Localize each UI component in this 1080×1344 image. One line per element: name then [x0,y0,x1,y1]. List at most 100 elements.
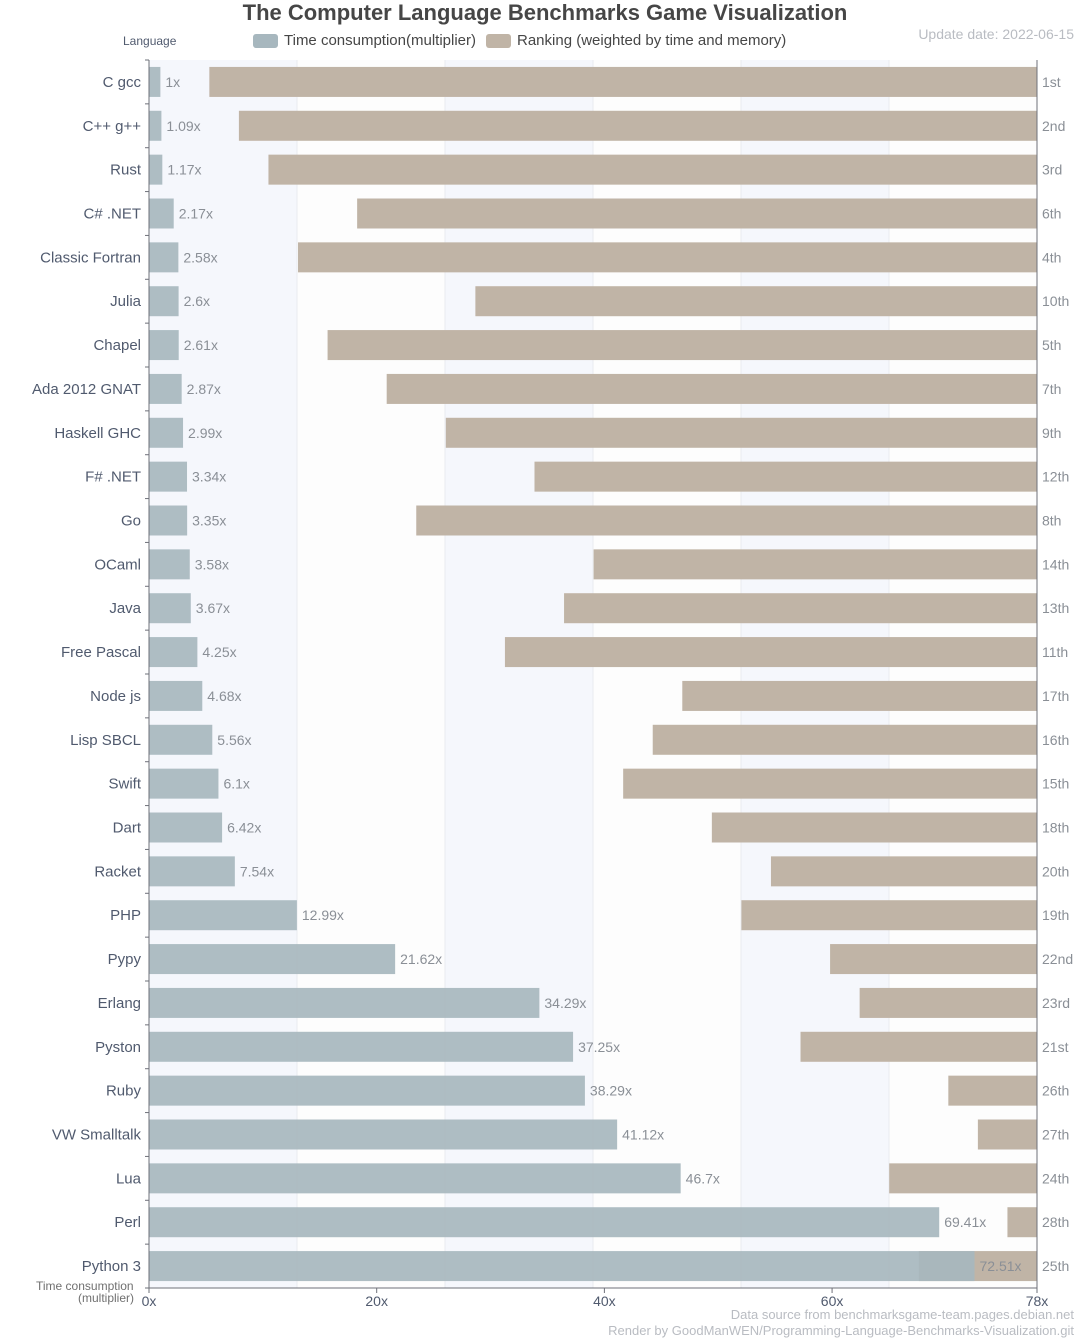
ranking-bar [416,505,1037,536]
x-tick-label: 20x [365,1293,388,1309]
x-tick-label: 78x [1026,1293,1049,1309]
time-value-label: 2.87x [187,381,221,397]
time-value-label: 1x [165,74,180,90]
ranking-label: 19th [1042,907,1069,923]
ranking-bar [268,154,1037,185]
time-value-label: 5.56x [217,732,251,748]
time-bar [149,110,162,141]
category-label: F# .NET [85,469,141,486]
legend-label-ranking: Ranking (weighted by time and memory) [517,32,787,49]
category-label: PHP [110,907,141,924]
category-label: Rust [110,162,142,179]
time-bar [149,593,191,624]
category-label: Swift [108,776,141,793]
ranking-label: 7th [1042,381,1061,397]
x-axis-title-line1: Time consumption [36,1279,134,1293]
ranking-label: 12th [1042,469,1069,485]
ranking-label: 13th [1042,600,1069,616]
time-value-label: 7.54x [240,863,274,879]
ranking-bar [623,768,1037,799]
x-tick-label: 40x [593,1293,616,1309]
ranking-bar [770,856,1037,887]
ranking-bar [652,724,1037,755]
ranking-label: 5th [1042,337,1061,353]
time-value-label: 41.12x [622,1127,664,1143]
time-bar [149,417,184,448]
x-axis-title: Time consumption (multiplier) [36,1280,134,1304]
ranking-label: 18th [1042,820,1069,836]
category-label: Lua [116,1170,142,1187]
time-bar [149,680,203,711]
ranking-label: 4th [1042,249,1061,265]
ranking-bar [593,549,1037,580]
ranking-label: 14th [1042,556,1069,572]
ranking-bar [298,242,1037,273]
time-bar [149,549,190,580]
ranking-label: 17th [1042,688,1069,704]
ranking-bar [327,330,1038,361]
category-label: Erlang [98,995,141,1012]
category-label: Pypy [108,951,142,968]
time-value-label: 2.17x [179,206,213,222]
y-axis-header: Language [123,34,177,48]
time-bar [149,242,179,273]
category-label: OCaml [94,556,141,573]
time-bar [149,812,223,843]
ranking-label: 6th [1042,206,1061,222]
ranking-bar [238,110,1037,141]
time-value-label: 1.09x [166,118,200,134]
ranking-bar [357,198,1038,229]
legend-item-ranking[interactable]: Ranking (weighted by time and memory) [486,32,786,49]
ranking-label: 24th [1042,1170,1069,1186]
x-axis-title-line2: (multiplier) [78,1291,135,1305]
ranking-label: 25th [1042,1258,1069,1274]
category-label: Python 3 [82,1258,141,1275]
chart-title: The Computer Language Benchmarks Game Vi… [242,0,848,25]
time-value-label: 38.29x [590,1083,632,1099]
x-tick-label: 0x [142,1293,157,1309]
ranking-label: 2nd [1042,118,1065,134]
category-label: Ruby [106,1083,142,1100]
category-label: Racket [94,863,142,880]
time-bar [149,987,540,1018]
time-bar [149,505,188,536]
category-label: C++ g++ [83,118,142,135]
ranking-label: 20th [1042,863,1069,879]
legend-swatch-time [253,33,278,48]
category-label: Haskell GHC [54,425,141,442]
update-date: Update date: 2022-06-15 [918,26,1074,42]
ranking-bar [445,417,1037,448]
ranking-bar [741,900,1037,931]
ranking-bar [534,461,1037,492]
time-bar [149,1251,975,1282]
time-bar [149,461,188,492]
time-bar [149,856,235,887]
time-bar [149,637,198,668]
legend: Time consumption(multiplier) Ranking (we… [253,32,796,49]
category-label: Lisp SBCL [70,732,141,749]
time-value-label: 6.1x [223,776,249,792]
time-bar [149,1031,574,1062]
time-bar [149,330,179,361]
x-tick-label: 60x [821,1293,844,1309]
time-value-label: 4.25x [202,644,236,660]
ranking-bar [889,1163,1037,1194]
ranking-label: 11th [1042,644,1068,660]
time-bar [149,1207,940,1238]
time-value-label: 34.29x [544,995,586,1011]
ranking-bar [504,637,1037,668]
time-bar [149,154,163,185]
category-label: Julia [110,293,142,310]
ranking-label: 21st [1042,1039,1069,1055]
time-value-label: 3.58x [195,556,229,572]
ranking-label: 3rd [1042,162,1062,178]
time-bar [149,1163,681,1194]
time-value-label: 46.7x [686,1170,720,1186]
time-value-label: 21.62x [400,951,442,967]
legend-item-time[interactable]: Time consumption(multiplier) [253,32,476,49]
time-bar [149,1075,585,1106]
ranking-label: 16th [1042,732,1069,748]
time-value-label: 1.17x [167,162,201,178]
category-label: Go [121,513,141,530]
